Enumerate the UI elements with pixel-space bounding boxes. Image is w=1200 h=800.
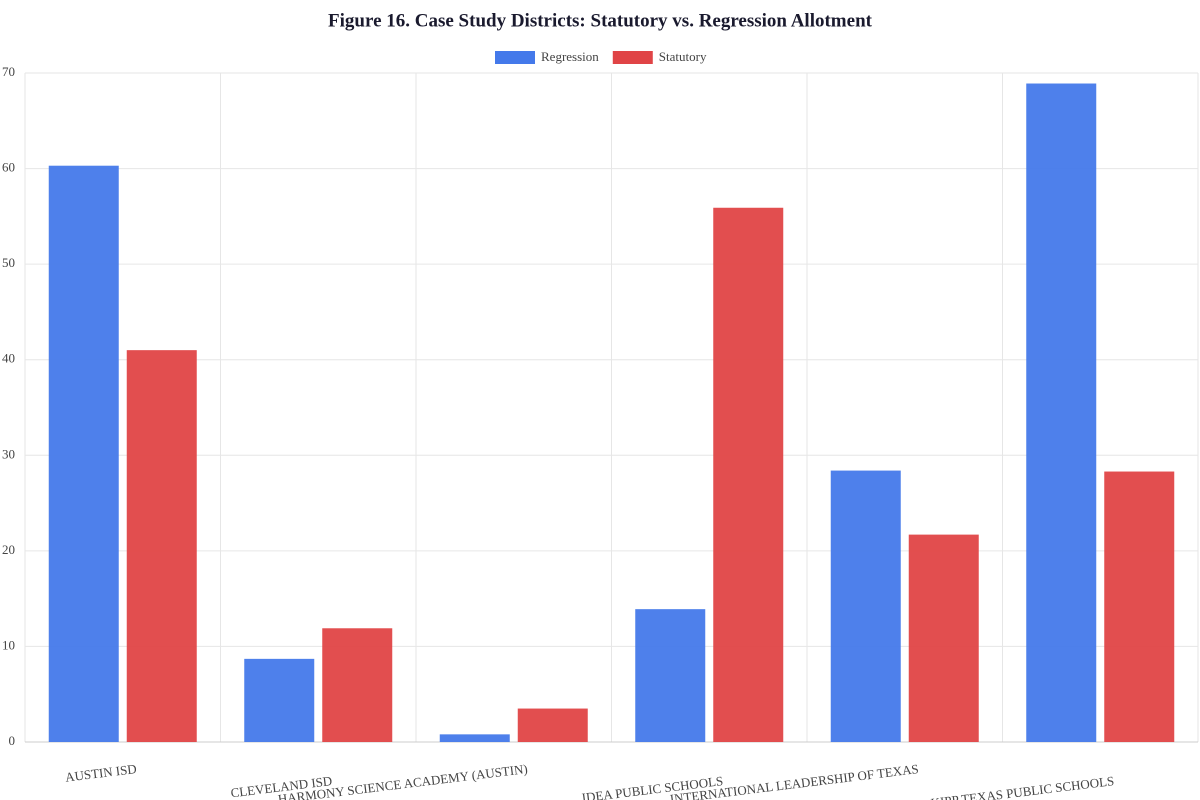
bar <box>244 658 315 742</box>
bar <box>517 708 588 742</box>
bar <box>439 734 510 742</box>
bar <box>1026 83 1097 742</box>
x-tick-label: KIPP TEXAS PUBLIC SCHOOLS <box>930 773 1115 800</box>
y-tick-label: 40 <box>2 351 15 366</box>
y-tick-label: 0 <box>9 733 16 748</box>
y-tick-label: 30 <box>2 446 15 461</box>
x-tick-label: AUSTIN ISD <box>64 761 137 785</box>
legend-label: Regression <box>541 49 599 64</box>
bar <box>322 628 393 742</box>
y-tick-label: 10 <box>2 637 15 652</box>
bar <box>1104 471 1175 742</box>
y-tick-label: 60 <box>2 160 15 175</box>
chart-title: Figure 16. Case Study Districts: Statuto… <box>328 10 873 31</box>
bar <box>48 165 119 742</box>
bar <box>635 609 706 742</box>
bar <box>713 207 784 742</box>
y-tick-label: 70 <box>2 64 15 79</box>
y-tick-label: 50 <box>2 255 15 270</box>
bar <box>830 470 901 742</box>
y-tick-label: 20 <box>2 542 15 557</box>
bar <box>908 534 979 742</box>
bar <box>126 350 197 742</box>
legend-swatch <box>612 51 653 64</box>
legend-swatch <box>495 51 535 64</box>
legend-label: Statutory <box>659 49 707 64</box>
